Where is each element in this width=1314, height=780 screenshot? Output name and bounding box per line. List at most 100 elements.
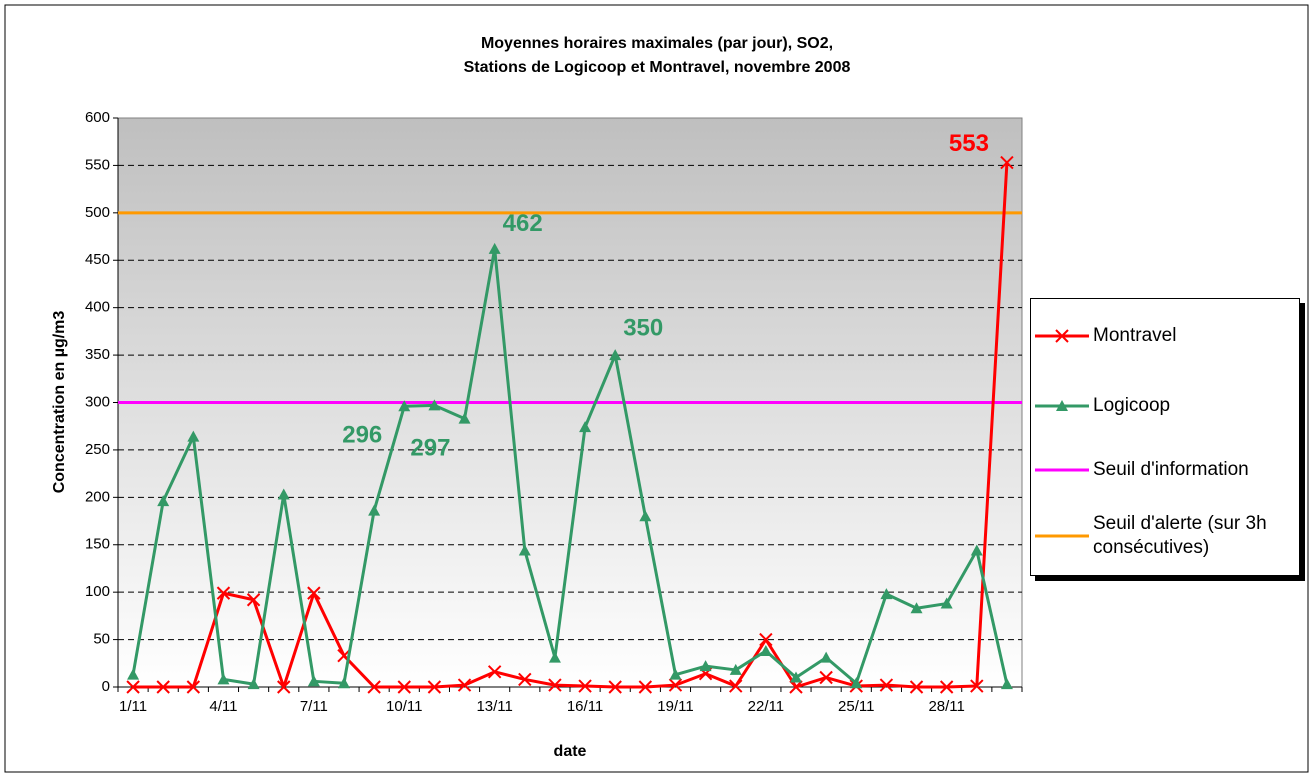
marker [578, 679, 592, 693]
marker [970, 544, 983, 556]
legend-symbol [1035, 400, 1089, 411]
marker [1056, 400, 1068, 411]
marker [579, 421, 592, 433]
y-tick-label: 250 [85, 441, 110, 458]
marker [909, 680, 924, 694]
marker [186, 680, 201, 694]
marker [548, 678, 562, 692]
marker [246, 593, 261, 607]
x-tick-label: 13/11 [476, 698, 512, 715]
x-tick-label: 7/11 [300, 698, 328, 715]
marker [518, 544, 531, 556]
marker [518, 672, 532, 687]
marker [638, 680, 653, 694]
x-tick-label: 10/11 [386, 698, 422, 715]
marker [127, 668, 140, 680]
y-tick-label: 0 [102, 678, 110, 695]
marker [820, 651, 833, 663]
marker [1000, 678, 1013, 690]
marker [457, 678, 472, 692]
legend-label: Seuil d'information [1093, 459, 1249, 480]
marker [427, 680, 442, 694]
marker [609, 349, 622, 361]
y-tick-label: 50 [93, 631, 110, 648]
x-tick-label: 28/11 [928, 698, 964, 715]
y-tick-label: 500 [85, 204, 110, 221]
marker [940, 597, 953, 609]
y-tick-label: 150 [85, 536, 110, 553]
marker [338, 677, 350, 689]
y-tick-label: 450 [85, 251, 110, 268]
marker [216, 586, 231, 600]
x-tick-label: 25/11 [838, 698, 874, 715]
x-tick-label: 22/11 [748, 698, 784, 715]
marker [488, 242, 501, 254]
marker [307, 586, 321, 600]
marker [368, 504, 381, 516]
marker [669, 668, 682, 680]
marker [367, 680, 381, 694]
y-tick-label: 350 [85, 346, 110, 363]
y-tick-label: 300 [85, 393, 110, 410]
legend-item: Montravel [1031, 324, 1299, 348]
marker [277, 488, 290, 500]
marker [217, 673, 230, 685]
legend: Montravel Logicoop Seuil d'information Seui… [1030, 298, 1300, 576]
marker [910, 602, 923, 614]
data-label: 462 [503, 210, 543, 237]
marker [880, 588, 893, 600]
marker [608, 680, 622, 694]
marker [729, 679, 743, 693]
marker [759, 632, 773, 647]
legend-symbol [1035, 534, 1089, 538]
data-label: 297 [410, 435, 450, 462]
legend-item: Logicoop [1031, 394, 1299, 418]
x-tick-label: 4/11 [209, 698, 237, 715]
data-label: 553 [949, 130, 989, 157]
marker [789, 680, 803, 694]
x-tick-label: 19/11 [657, 698, 693, 715]
legend-symbol [1035, 468, 1089, 472]
legend-item: Seuil d'information [1031, 458, 1299, 482]
marker [790, 671, 802, 683]
x-axis-label: date [554, 743, 587, 760]
marker [548, 651, 561, 663]
y-tick-label: 550 [85, 156, 110, 173]
marker [126, 680, 140, 694]
marker [156, 680, 170, 694]
data-label: 350 [623, 314, 663, 341]
marker [398, 400, 411, 412]
marker [1000, 155, 1014, 170]
legend-item: Seuil d'alerte (sur 3h consécutives) [1031, 512, 1299, 560]
y-tick-label: 600 [85, 109, 110, 126]
marker [759, 644, 772, 656]
x-tick-label: 1/11 [119, 698, 147, 715]
marker [850, 677, 863, 689]
marker [668, 678, 683, 692]
marker [879, 678, 894, 692]
chart-title: Moyennes horaires maximales (par jour), … [463, 35, 851, 76]
y-tick-label: 200 [85, 488, 110, 505]
x-tick-label: 16/11 [567, 698, 603, 715]
marker [939, 680, 954, 694]
y-tick-label: 400 [85, 299, 110, 316]
series-line [133, 162, 1009, 689]
marker [729, 663, 742, 675]
y-tick-label: 100 [85, 583, 110, 600]
y-axis-label: Concentration en µg/m3 [51, 311, 68, 494]
marker [247, 678, 260, 690]
series-line [131, 247, 1009, 686]
marker [187, 430, 200, 442]
marker [487, 665, 502, 679]
legend-symbol [1035, 329, 1089, 343]
marker [307, 675, 320, 687]
marker [458, 412, 471, 424]
legend-label: Montravel [1093, 325, 1177, 346]
marker [1055, 329, 1069, 343]
legend-label: Logicoop [1093, 395, 1171, 416]
legend-label: Seuil d'alerte (sur 3h consécutives) [1093, 513, 1267, 558]
marker [157, 495, 170, 507]
marker [819, 670, 833, 685]
marker [639, 510, 652, 522]
